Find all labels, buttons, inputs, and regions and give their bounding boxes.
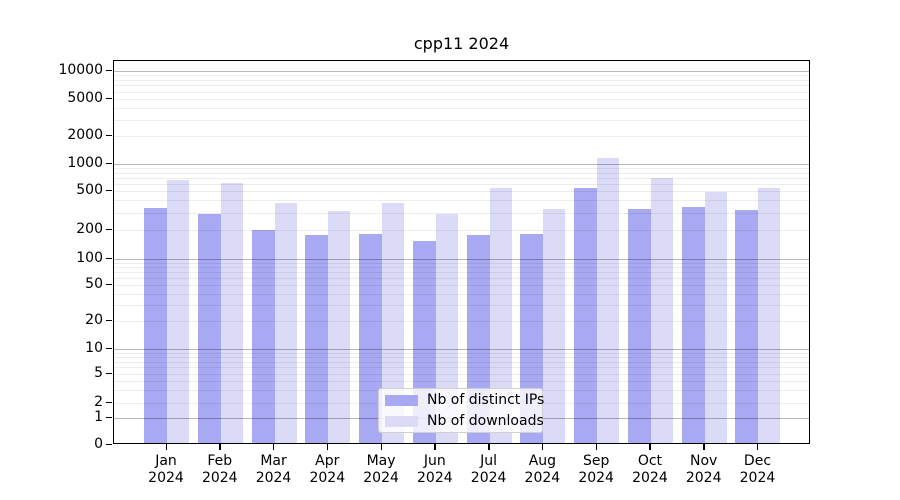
y-axis-tick-label: 200 (76, 221, 103, 237)
y-axis-tick-mark (106, 401, 112, 403)
y-axis-tick-mark (106, 257, 112, 259)
y-axis-tick-mark (106, 189, 112, 191)
legend-swatch-distinct-ips (385, 394, 418, 406)
y-axis-tick-label: 5000 (67, 90, 103, 106)
x-axis-tick-label: Nov 2024 (685, 453, 722, 486)
x-axis-tick-label: Apr 2024 (309, 453, 346, 486)
y-axis-tick-mark (106, 134, 112, 136)
bar-downloads (650, 178, 673, 443)
bar-distinct-ips (305, 235, 329, 443)
bar-downloads (758, 188, 781, 443)
bar-downloads (382, 202, 405, 443)
y-axis-tick-mark (106, 319, 112, 321)
legend-item-downloads: Nb of downloads (385, 412, 544, 430)
y-axis-tick-mark (106, 69, 112, 71)
x-axis-tick-mark (380, 444, 382, 450)
bar-downloads (167, 179, 189, 443)
bar-downloads (597, 158, 620, 443)
legend-item-distinct-ips: Nb of distinct IPs (385, 391, 544, 409)
x-axis-tick-mark (488, 444, 490, 450)
y-axis-tick-label: 2 (94, 394, 103, 410)
x-axis-tick-label: Oct 2024 (632, 453, 668, 486)
y-axis-tick-label: 0 (94, 436, 103, 452)
y-axis-tick-mark (106, 372, 112, 374)
bar-downloads (220, 183, 243, 443)
y-axis-tick-label: 2000 (67, 127, 103, 143)
bar-distinct-ips (144, 208, 167, 443)
bar-downloads (489, 188, 512, 443)
x-axis-tick-mark (434, 444, 436, 450)
x-axis-tick-mark (273, 444, 275, 450)
x-axis-tick-label: May 2024 (363, 453, 399, 486)
bar-distinct-ips (251, 229, 275, 443)
y-axis-tick-label: 10 (85, 340, 103, 356)
y-axis-tick-label: 50 (85, 276, 103, 292)
y-axis-tick-mark (106, 347, 112, 349)
x-axis-tick-label: Sep 2024 (578, 453, 614, 486)
x-axis-tick-mark (756, 444, 759, 450)
y-axis-tick-mark (106, 283, 112, 285)
x-axis-tick-mark (219, 444, 221, 450)
y-axis-tick-label: 100 (76, 250, 103, 266)
legend-label: Nb of distinct IPs (427, 392, 545, 408)
y-axis-tick-label: 20 (85, 312, 103, 328)
x-axis-tick-mark (326, 444, 329, 450)
x-axis-tick-mark (595, 444, 598, 450)
bar-distinct-ips (197, 213, 221, 443)
bars-layer (114, 61, 809, 443)
bar-downloads (328, 210, 351, 443)
x-axis-tick-label: Jan 2024 (148, 453, 184, 486)
x-axis-tick-label: Dec 2024 (739, 453, 776, 486)
bar-distinct-ips (627, 209, 651, 443)
legend-label: Nb of downloads (427, 413, 544, 429)
x-axis-tick-label: Aug 2024 (524, 453, 561, 486)
x-axis-tick-label: Mar 2024 (255, 453, 292, 486)
x-axis-tick-mark (649, 444, 651, 450)
plot-area (113, 60, 810, 444)
legend-swatch-downloads (385, 415, 418, 427)
x-axis-tick-label: Jul 2024 (470, 453, 507, 486)
y-axis-tick-label: 500 (76, 182, 103, 198)
x-axis-tick-label: Feb 2024 (201, 453, 238, 486)
y-axis-tick-mark (106, 162, 112, 164)
bar-distinct-ips (359, 234, 383, 443)
y-axis-tick-label: 1000 (67, 155, 103, 171)
bar-downloads (543, 209, 566, 443)
chart-title: cpp11 2024 (413, 34, 510, 53)
legend: Nb of distinct IPs Nb of downloads (378, 388, 544, 433)
y-axis-tick-label: 5 (94, 365, 103, 381)
y-axis-tick-label: 1 (94, 409, 103, 425)
y-axis-tick-mark (106, 228, 112, 230)
y-axis-tick-mark (106, 443, 112, 445)
bar-downloads (435, 214, 458, 443)
y-axis-tick-label: 10000 (58, 62, 103, 78)
bar-distinct-ips (735, 210, 759, 443)
y-axis-tick-mark (106, 97, 112, 99)
bar-downloads (704, 191, 727, 443)
y-axis-tick-mark (106, 416, 112, 418)
bar-downloads (274, 202, 297, 443)
x-axis-tick-mark (541, 444, 544, 450)
bar-distinct-ips (574, 188, 598, 443)
x-axis-tick-mark (703, 444, 705, 450)
bar-distinct-ips (681, 206, 705, 443)
x-axis-tick-label: Jun 2024 (417, 453, 453, 486)
x-axis-tick-mark (165, 444, 167, 450)
